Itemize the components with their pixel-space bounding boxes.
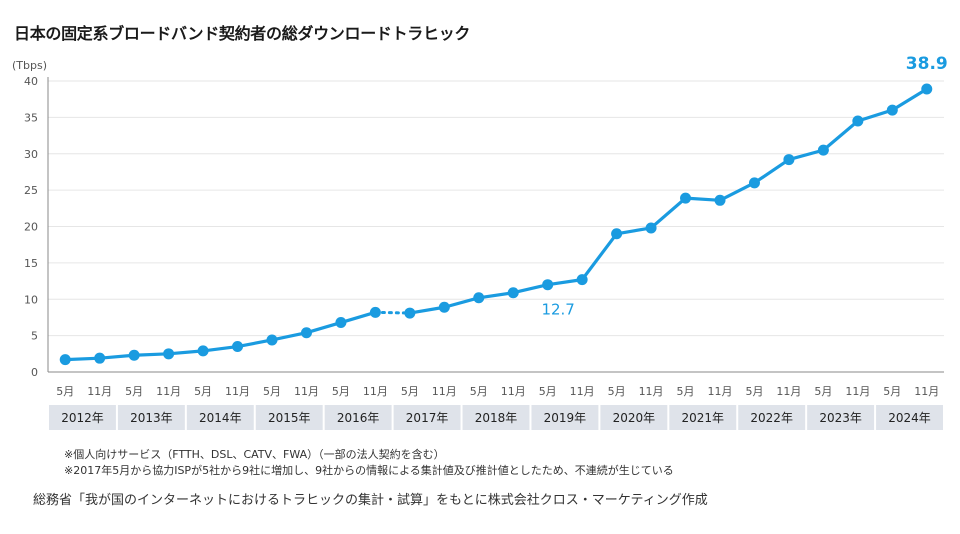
series-line-2017-2024 [409,87,928,315]
x-tick-label-month: 11月 [570,385,595,398]
y-axis-label: (Tbps) [12,59,47,72]
x-tick-label-year: 2012年 [61,411,104,425]
line-chart: (Tbps) 0 5 10 15 20 25 30 35 40 5月 11月 5月 11月 5月 11月 5月 1… [12,54,948,430]
data-point [542,279,554,291]
y-tick-label: 5 [31,330,38,343]
year-cell [876,405,943,430]
data-point [404,307,416,319]
data-point [94,352,106,364]
x-tick-label-year: 2016年 [337,411,380,425]
year-cell [669,405,737,430]
x-tick-label-month: 5月 [56,385,74,398]
data-label: 38.9 [906,54,948,74]
x-tick-label-year: 2015年 [268,411,311,425]
discontinuity-line [373,310,412,315]
y-tick-label: 15 [24,257,38,270]
x-tick-label-month: 11月 [432,385,457,398]
x-tick-label-year: 2018年 [475,411,518,425]
data-point [163,348,175,360]
x-tick-label-month: 5月 [401,385,419,398]
year-cell [186,405,254,430]
x-tick-label-month: 5月 [470,385,488,398]
y-tick-label: 30 [24,148,38,161]
data-point [300,327,312,339]
data-point [266,334,278,346]
data-point [197,345,209,357]
data-point [128,349,140,361]
footnote-2: ※2017年5月から協力ISPが5社から9社に増加し、9社からの情報による集計値… [64,464,674,477]
x-tick-label-year: 2024年 [888,411,931,425]
x-tick-label-month: 11月 [294,385,319,398]
x-tick-label-month: 11月 [708,385,733,398]
y-tick-label: 35 [24,111,38,124]
year-cell [393,405,461,430]
year-cell [462,405,530,430]
data-point [232,341,244,353]
data-point [473,292,485,304]
x-tick-label-month: 11月 [156,385,181,398]
data-point [852,115,864,127]
data-point [335,317,347,329]
y-tick-label: 10 [24,293,38,306]
data-point [817,144,829,156]
data-point [507,287,519,299]
x-tick-label-month: 5月 [125,385,143,398]
data-point [783,154,795,166]
x-tick-label-month: 11月 [914,385,939,398]
footnote-1: ※個人向けサービス（FTTH、DSL、CATV、FWA）（一部の法人契約を含む） [64,448,445,461]
x-tick-label-month: 5月 [608,385,626,398]
data-point [576,274,588,286]
x-tick-label-year: 2014年 [199,411,242,425]
x-tick-label-year: 2021年 [681,411,724,425]
y-tick-label: 40 [24,75,38,88]
x-tick-label-year: 2023年 [819,411,862,425]
year-cell [117,405,185,430]
data-point [748,177,760,189]
x-tick-label-month: 11月 [639,385,664,398]
data-point [611,228,623,240]
year-cell [324,405,392,430]
x-tick-label-month: 11月 [87,385,112,398]
x-tick-label-month: 5月 [194,385,212,398]
x-tick-label-year: 2019年 [544,411,587,425]
x-tick-label-month: 11月 [776,385,801,398]
series-line-2012-2016 [65,310,376,362]
x-tick-label-year: 2013年 [130,411,173,425]
x-tick-label-month: 5月 [677,385,695,398]
data-point [59,354,71,366]
x-tick-label-month: 11月 [225,385,250,398]
data-point [714,194,726,206]
year-cell [600,405,668,430]
y-tick-label: 25 [24,184,38,197]
x-tick-label-month: 5月 [263,385,281,398]
x-tick-label-month: 11月 [845,385,870,398]
x-tick-label-month: 5月 [539,385,557,398]
x-tick-label-month: 11月 [501,385,526,398]
data-label: 12.7 [541,301,574,319]
x-tick-label-year: 2022年 [750,411,793,425]
year-cell [255,405,323,430]
year-cell [738,405,806,430]
y-tick-label: 20 [24,221,38,234]
x-tick-label-year: 2020年 [613,411,656,425]
footnotes: ※個人向けサービス（FTTH、DSL、CATV、FWA）（一部の法人契約を含む）… [64,447,674,479]
x-tick-label-month: 11月 [363,385,388,398]
chart-title: 日本の固定系ブロードバンド契約者の総ダウンロードトラヒック [14,24,471,43]
x-tick-label-month: 5月 [745,385,763,398]
data-point [680,192,692,204]
source-note: 総務省「我が国のインターネットにおけるトラヒックの集計・試算」をもとに株式会社ク… [33,493,708,508]
data-point [369,306,381,318]
x-tick-label-month: 5月 [814,385,832,398]
year-cell [49,405,116,430]
data-point [886,104,898,116]
year-cell [807,405,875,430]
data-point [438,301,450,313]
data-point [921,83,933,95]
x-tick-label-year: 2017年 [406,411,449,425]
y-tick-label: 0 [31,366,38,379]
year-cell [531,405,599,430]
x-tick-label-month: 5月 [883,385,901,398]
x-tick-label-month: 5月 [332,385,350,398]
data-point [645,222,657,234]
